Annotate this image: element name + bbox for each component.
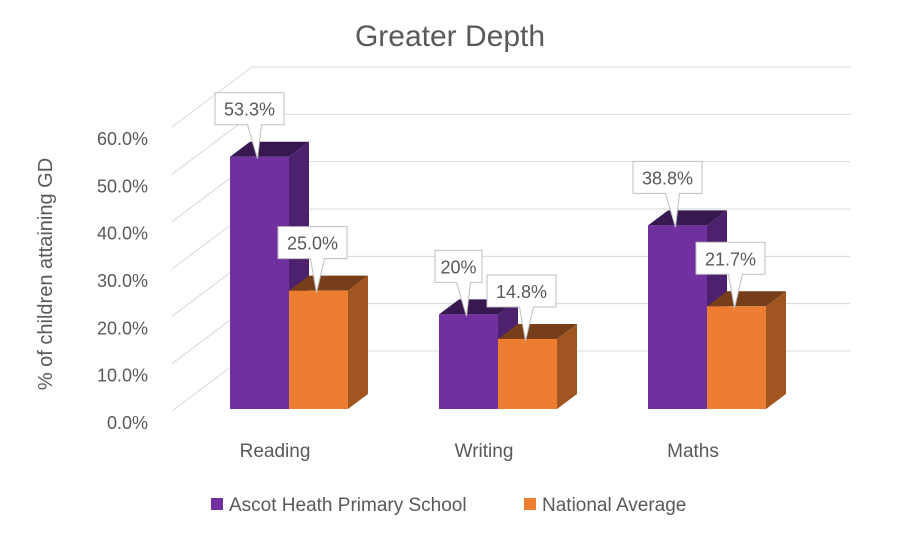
callout-box bbox=[486, 274, 557, 342]
x-tick-label: Writing bbox=[455, 441, 514, 462]
bar-side bbox=[766, 291, 786, 409]
y-tick-label: 60.0% bbox=[97, 129, 148, 149]
y-tick-label: 30.0% bbox=[97, 271, 148, 291]
bar-front bbox=[498, 338, 557, 409]
callout-text: 38.8% bbox=[642, 168, 693, 188]
callout-text: 14.8% bbox=[496, 282, 547, 302]
callout-text: 20% bbox=[440, 257, 476, 277]
legend-swatch-school bbox=[211, 498, 223, 510]
bar-side bbox=[348, 275, 368, 409]
legend-label-national: National Average bbox=[542, 495, 686, 516]
bar-top bbox=[498, 323, 577, 339]
y-tick-label: 40.0% bbox=[97, 224, 148, 244]
callout-text: 25.0% bbox=[287, 234, 338, 254]
chart-title: Greater Depth bbox=[355, 20, 545, 53]
callout-text: 21.7% bbox=[705, 249, 756, 269]
data-labels: 53.3% 25.0% 20% 14.8% 38.8% 21.7% bbox=[214, 92, 766, 342]
y-axis-ticks: 0.0% 10.0% 20.0% 30.0% 40.0% 50.0% 60.0% bbox=[97, 129, 148, 433]
x-tick-label: Maths bbox=[667, 441, 719, 462]
y-tick-label: 10.0% bbox=[97, 366, 148, 386]
bar-national-maths bbox=[707, 291, 786, 409]
bar-national-reading bbox=[289, 275, 368, 409]
callout-box bbox=[277, 226, 348, 293]
x-axis-categories: Reading Writing Maths bbox=[240, 441, 719, 462]
callout-text: 53.3% bbox=[224, 100, 275, 120]
data-label-school-maths: 38.8% bbox=[632, 160, 703, 228]
bar-top bbox=[230, 141, 309, 157]
legend-label-school: Ascot Heath Primary School bbox=[229, 495, 467, 516]
bar-side bbox=[557, 323, 577, 409]
callout-box bbox=[695, 241, 766, 309]
y-tick-label: 20.0% bbox=[97, 318, 148, 338]
y-axis-label: % of children attaining GD bbox=[35, 158, 57, 390]
y-tick-label: 50.0% bbox=[97, 176, 148, 196]
bar-top bbox=[648, 210, 727, 226]
legend-swatch-national bbox=[524, 498, 536, 510]
gridlines bbox=[171, 66, 850, 412]
data-label-school-writing: 20% bbox=[434, 249, 483, 317]
bar-front bbox=[707, 306, 766, 409]
x-tick-label: Reading bbox=[240, 441, 311, 462]
bar-top bbox=[707, 291, 786, 307]
data-label-national-writing: 14.8% bbox=[486, 274, 557, 342]
legend: Ascot Heath Primary School National Aver… bbox=[211, 495, 686, 516]
bar-national-writing bbox=[498, 323, 577, 409]
callout-box bbox=[434, 249, 483, 317]
data-label-school-reading: 53.3% bbox=[214, 92, 285, 159]
bar-front bbox=[289, 290, 348, 409]
bar-top bbox=[289, 275, 368, 291]
data-label-national-maths: 21.7% bbox=[695, 241, 766, 309]
bar-front bbox=[439, 314, 498, 409]
callout-box bbox=[214, 92, 285, 159]
callout-box bbox=[632, 160, 703, 228]
gridline-diagonal-6 bbox=[171, 66, 253, 128]
bar-front bbox=[230, 156, 289, 409]
data-label-national-reading: 25.0% bbox=[277, 226, 348, 293]
y-tick-label: 0.0% bbox=[107, 413, 148, 433]
